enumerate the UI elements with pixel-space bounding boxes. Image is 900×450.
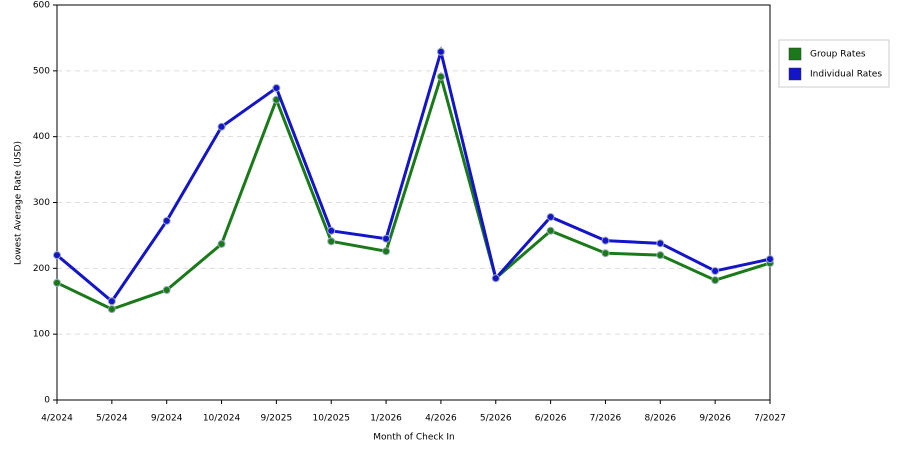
x-tick-label: 10/2025 [313,414,350,424]
y-tick-label: 100 [33,330,50,340]
legend-swatch [788,47,802,61]
data-point [107,297,116,306]
data-point [217,239,226,248]
data-point [162,216,171,225]
data-point [327,237,336,246]
plot-frame [56,4,771,401]
data-point [53,278,61,287]
x-tick-label: 10/2024 [203,414,241,424]
x-tick-label: 9/2026 [699,414,731,424]
data-point [107,305,116,314]
y-tick-label: 400 [33,132,50,142]
data-point [272,83,281,92]
x-axis-title: Month of Check In [373,433,455,443]
y-tick-label: 0 [44,396,50,406]
legend-swatch [788,67,802,81]
x-tick-label: 5/2026 [480,414,512,424]
y-tick-label: 500 [33,66,50,76]
data-point [382,234,391,243]
data-point [601,236,610,245]
data-point [491,274,500,283]
x-tick-label: 1/2026 [370,414,402,424]
data-point [766,255,774,264]
x-tick-label: 7/2027 [754,414,786,424]
series-line [56,71,771,311]
data-point [436,47,445,56]
data-point [656,239,665,248]
y-tick-label: 600 [33,1,50,11]
data-point [601,249,610,258]
x-tick-label: 9/2025 [261,414,293,424]
data-point [711,276,720,285]
data-point [53,251,61,260]
legend-label: Group Rates [810,50,866,60]
legend-label: Individual Rates [810,70,882,80]
x-tick-label: 7/2026 [590,414,622,424]
x-tick-label: 5/2024 [96,414,128,424]
x-tick-label: 6/2026 [535,414,567,424]
y-tick-label: 200 [33,264,50,274]
x-tick-label: 8/2026 [644,414,676,424]
data-point [327,226,336,235]
data-point [546,226,555,235]
data-point [382,247,391,256]
y-axis-title: Lowest Average Rate (USD) [14,141,24,265]
data-point [656,251,665,260]
data-point [162,286,171,295]
series-line [56,45,771,304]
data-point [217,122,226,131]
data-point [546,212,555,221]
x-tick-label: 9/2024 [151,414,183,424]
y-tick-label: 300 [33,198,50,208]
x-tick-label: 4/2026 [425,414,457,424]
x-tick-label: 4/2024 [41,414,73,424]
data-point [711,266,720,275]
data-point [436,72,445,81]
